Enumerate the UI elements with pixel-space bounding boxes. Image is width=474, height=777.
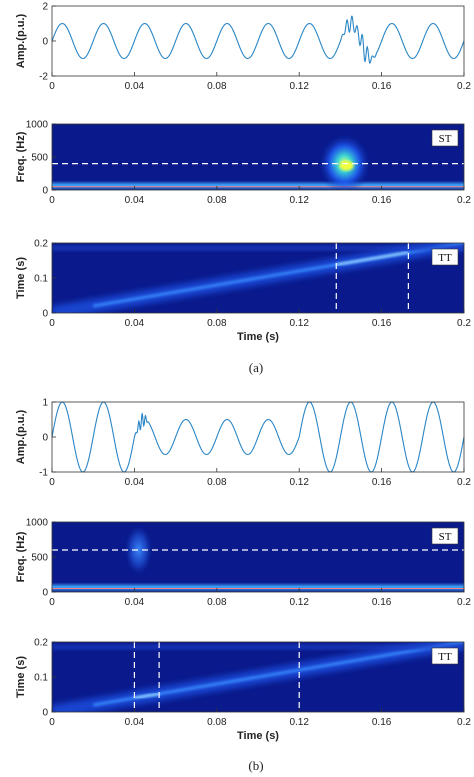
a-st-ytick-label: 500 <box>31 153 48 164</box>
a-st-xtick-label: 0.16 <box>372 195 392 206</box>
method-tag: TT <box>438 651 452 663</box>
method-tag-box <box>431 647 459 665</box>
top-band <box>52 245 464 251</box>
b-tt-ytick-label: 0 <box>42 708 48 719</box>
a-st-xtick-label: 0 <box>49 195 55 206</box>
a-signal-ytick-label: 0 <box>42 37 48 48</box>
a-st-xtick-label: 0.08 <box>207 195 227 206</box>
b-signal-xtick-label: 0.16 <box>372 477 392 488</box>
b-st-xtick-label: 0.2 <box>457 597 471 608</box>
heatmap-b-tt <box>52 642 464 712</box>
b-signal-ytick-label: -1 <box>39 468 48 479</box>
a-signal-xtick-label: 0.16 <box>372 81 392 92</box>
b-tt-ytick-label: 0.2 <box>34 638 48 649</box>
a-tt-xtick-label: 0.04 <box>125 318 145 329</box>
method-tag: TT <box>438 252 452 264</box>
method-tag-box <box>431 248 459 266</box>
b-st-xtick-label: 0.12 <box>289 597 309 608</box>
b-st-xtick-label: 0.16 <box>372 597 392 608</box>
fundamental-band <box>52 582 464 592</box>
a-signal-ytick-label: -2 <box>39 72 48 83</box>
a-st-xtick-label: 0.2 <box>457 195 471 206</box>
heatmap-b-st <box>52 522 464 592</box>
b-signal-xtick-label: 0.08 <box>207 477 227 488</box>
method-tag: ST <box>439 531 452 543</box>
a-signal-ylabel: Amp.(p.u.) <box>15 13 27 68</box>
b-st-ytick-label: 1000 <box>26 518 49 529</box>
a-st-xtick-label: 0.04 <box>125 195 145 206</box>
b-signal-ylabel: Amp.(p.u.) <box>15 409 27 464</box>
a-st-ytick-label: 1000 <box>26 120 49 131</box>
a-tt-ytick-label: 0.2 <box>34 239 48 250</box>
fundamental-band <box>52 180 464 190</box>
a-signal-xtick-label: 0.2 <box>457 81 471 92</box>
b-st-ytick-label: 500 <box>31 553 48 564</box>
heatmap-a-tt <box>52 243 464 313</box>
a-tt-ytick-label: 0.1 <box>34 274 48 285</box>
a-tt-xtick-label: 0 <box>49 318 55 329</box>
a-tt-xtick-label: 0.2 <box>457 318 471 329</box>
b-signal-ytick-label: 0 <box>42 433 48 444</box>
a-tt-ylabel: Time (s) <box>15 257 27 299</box>
b-tt-xtick-label: 0 <box>49 717 55 728</box>
top-band <box>52 644 464 650</box>
a-tt-xtick-label: 0.16 <box>372 318 392 329</box>
heatmap-background <box>52 522 464 592</box>
a-tt-xtick-label: 0.12 <box>289 318 309 329</box>
panel-b-tt: TT 0 0.04 0.08 0.12 0.16 0.2 0 0.1 0.2 Time (s) Tim… <box>15 638 471 743</box>
b-st-ylabel: Freq. (Hz) <box>15 531 27 582</box>
disturbance-segment <box>134 692 160 700</box>
b-tt-xlabel: Time (s) <box>237 730 279 742</box>
a-signal-ytick-label: 2 <box>42 2 48 13</box>
b-tt-xtick-label: 0.08 <box>207 717 227 728</box>
method-tag-box <box>431 129 459 147</box>
b-signal-xtick-label: 0.04 <box>125 477 145 488</box>
hotspot-core <box>339 160 354 171</box>
b-signal-xtick-label: 0.12 <box>289 477 309 488</box>
b-tt-ylabel: Time (s) <box>15 656 27 698</box>
b-tt-xtick-label: 0.16 <box>372 717 392 728</box>
a-st-ylabel: Freq. (Hz) <box>15 131 27 182</box>
method-tag-box <box>431 527 459 545</box>
a-tt-ytick-label: 0 <box>42 309 48 320</box>
heatmap-background <box>52 124 464 190</box>
a-st-xtick-label: 0.12 <box>289 195 309 206</box>
disturbance-hotspot <box>124 524 153 576</box>
caption-a: (a) <box>249 360 263 375</box>
b-tt-xtick-label: 0.04 <box>125 717 145 728</box>
signal-line <box>51 401 465 473</box>
b-tt-xtick-label: 0.12 <box>289 717 309 728</box>
a-signal-xtick-label: 0 <box>49 81 55 92</box>
a-signal-xtick-label: 0.12 <box>289 81 309 92</box>
a-tt-xtick-label: 0.08 <box>207 318 227 329</box>
b-st-xtick-label: 0.08 <box>207 597 227 608</box>
signal-line <box>51 15 465 64</box>
disturbance-segment <box>336 251 409 266</box>
b-tt-xtick-label: 0.2 <box>457 717 471 728</box>
b-signal-xtick-label: 0.2 <box>457 477 471 488</box>
panel-b-st: ST 0 0.04 0.08 0.12 0.16 0.2 0 500 1000 Freq. (Hz) <box>15 518 471 609</box>
b-signal-ytick-label: 1 <box>42 398 48 409</box>
method-tag: ST <box>439 133 452 145</box>
a-st-ytick-label: 0 <box>42 186 48 197</box>
b-tt-ytick-label: 0.1 <box>34 673 48 684</box>
b-signal-xtick-label: 0 <box>49 477 55 488</box>
caption-b: (b) <box>248 758 263 773</box>
a-signal-xtick-label: 0.04 <box>125 81 145 92</box>
a-tt-xlabel: Time (s) <box>237 331 279 343</box>
a-signal-xtick-label: 0.08 <box>207 81 227 92</box>
b-st-xtick-label: 0.04 <box>125 597 145 608</box>
b-st-ytick-label: 0 <box>42 588 48 599</box>
heatmap-a-st <box>52 124 464 190</box>
panel-a-tt: TT 0 0.04 0.08 0.12 0.16 0.2 0 0.1 0.2 Time (s) Tim… <box>15 239 471 344</box>
b-st-xtick-label: 0 <box>49 597 55 608</box>
